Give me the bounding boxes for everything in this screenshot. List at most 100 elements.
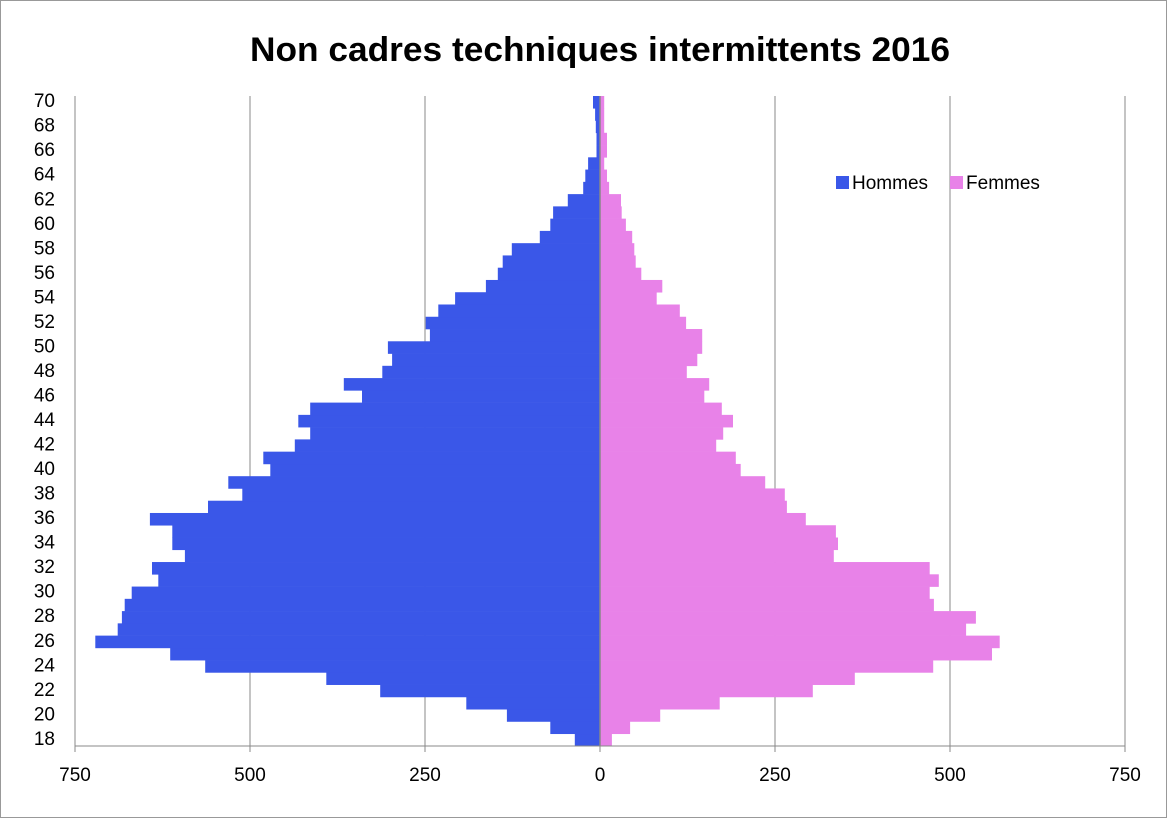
y-tick-label: 68 bbox=[34, 116, 55, 137]
y-tick-label: 44 bbox=[34, 410, 56, 431]
y-tick-label: 18 bbox=[34, 729, 55, 750]
bar bbox=[583, 181, 600, 195]
bar bbox=[600, 500, 787, 514]
bar bbox=[600, 611, 976, 624]
bar bbox=[158, 574, 601, 587]
bar bbox=[600, 341, 703, 354]
bar bbox=[497, 267, 600, 281]
bar bbox=[600, 218, 626, 232]
y-tick-label: 60 bbox=[34, 214, 55, 235]
y-tick-label: 66 bbox=[34, 140, 55, 161]
bar bbox=[600, 672, 855, 685]
bar bbox=[310, 402, 600, 416]
bar bbox=[382, 365, 600, 379]
y-tick-label: 32 bbox=[34, 557, 55, 578]
bar bbox=[595, 120, 600, 134]
bar bbox=[600, 488, 785, 502]
bar bbox=[263, 451, 600, 465]
y-tick-label: 64 bbox=[34, 165, 56, 186]
bar bbox=[466, 696, 600, 710]
bar bbox=[380, 684, 600, 698]
bar bbox=[205, 660, 600, 673]
bar bbox=[600, 525, 836, 538]
bar bbox=[600, 660, 934, 673]
legend-swatch bbox=[950, 176, 964, 189]
bar bbox=[600, 709, 661, 722]
bar bbox=[600, 120, 605, 134]
y-tick-label: 58 bbox=[34, 238, 55, 259]
bar bbox=[550, 721, 600, 735]
y-tick-label: 42 bbox=[34, 435, 55, 456]
bar bbox=[600, 562, 930, 575]
bar bbox=[600, 463, 741, 477]
bar bbox=[600, 96, 605, 109]
bar bbox=[550, 218, 600, 232]
y-tick-label: 36 bbox=[34, 508, 55, 529]
bar bbox=[502, 255, 600, 268]
y-tick-label: 40 bbox=[34, 459, 55, 480]
x-tick-label: 250 bbox=[409, 765, 441, 786]
y-tick-label: 50 bbox=[34, 336, 55, 357]
bar bbox=[585, 169, 600, 183]
bar bbox=[184, 549, 600, 563]
bar bbox=[124, 598, 600, 612]
bar bbox=[596, 132, 600, 146]
y-tick-label: 52 bbox=[34, 312, 55, 333]
bar bbox=[595, 108, 600, 121]
bar bbox=[600, 255, 636, 268]
bar bbox=[600, 586, 930, 600]
bar bbox=[121, 611, 601, 624]
bar bbox=[294, 439, 600, 452]
bar bbox=[310, 427, 600, 440]
bar bbox=[567, 194, 600, 207]
bar bbox=[170, 647, 600, 661]
bar bbox=[600, 451, 736, 465]
bar bbox=[429, 329, 600, 342]
bar bbox=[600, 721, 631, 735]
bar bbox=[600, 623, 967, 636]
bar bbox=[600, 316, 687, 330]
bar bbox=[596, 145, 600, 158]
bar bbox=[600, 145, 607, 158]
bar bbox=[574, 733, 600, 747]
y-tick-label: 28 bbox=[34, 606, 55, 627]
bar bbox=[600, 378, 710, 391]
bar bbox=[600, 439, 717, 452]
bar bbox=[600, 549, 834, 563]
bar bbox=[600, 733, 612, 747]
y-tick-label: 56 bbox=[34, 263, 55, 284]
legend-swatch bbox=[836, 176, 849, 189]
bar bbox=[593, 96, 600, 109]
bar bbox=[600, 132, 607, 146]
bar bbox=[506, 709, 600, 722]
bar bbox=[438, 304, 600, 318]
bar bbox=[600, 181, 610, 195]
x-tick-label: 750 bbox=[1109, 765, 1141, 786]
bar bbox=[600, 279, 663, 293]
bar bbox=[539, 230, 600, 244]
bar bbox=[600, 329, 703, 342]
bar bbox=[242, 488, 601, 502]
x-tick-label: 0 bbox=[595, 765, 606, 786]
bar bbox=[600, 598, 934, 612]
bar bbox=[511, 243, 600, 256]
y-tick-label: 26 bbox=[34, 631, 55, 652]
y-tick-label: 38 bbox=[34, 484, 55, 505]
y-tick-label: 62 bbox=[34, 189, 55, 210]
y-tick-label: 46 bbox=[34, 385, 55, 406]
bar bbox=[600, 206, 622, 219]
bar bbox=[117, 623, 600, 636]
bar bbox=[600, 365, 687, 379]
y-tick-label: 70 bbox=[34, 91, 55, 112]
bar bbox=[131, 586, 600, 600]
chart-title: Non cadres techniques intermittents 2016 bbox=[250, 31, 950, 69]
bar bbox=[485, 279, 600, 293]
bar bbox=[600, 292, 657, 305]
bar bbox=[600, 108, 605, 121]
bar bbox=[270, 463, 600, 477]
bar bbox=[600, 304, 680, 318]
bar bbox=[152, 562, 600, 575]
bar bbox=[600, 353, 698, 367]
bar bbox=[600, 635, 1000, 649]
bar bbox=[172, 525, 601, 538]
